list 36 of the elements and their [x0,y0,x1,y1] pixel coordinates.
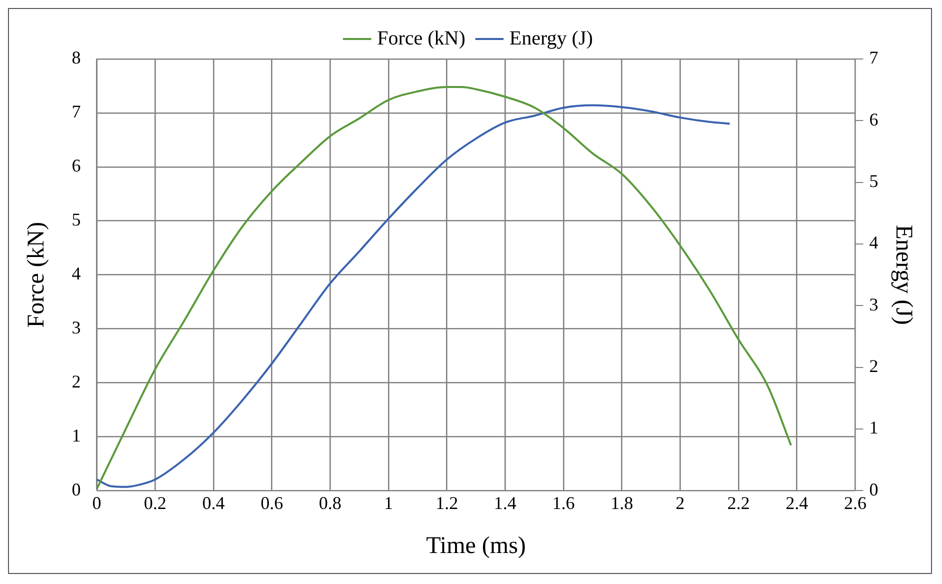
x-tick-label: 1.2 [436,493,458,514]
x-tick-label: 1.8 [610,493,634,514]
y-tick-label: 6 [72,156,81,176]
x-tick-label: 0 [92,493,102,514]
y-tick-label: 8 [72,48,81,68]
y-tick-label: 1 [72,425,81,446]
y2-tick-label: 1 [869,418,878,438]
y2-axis-title: Energy (J) [890,224,916,325]
y-axis-title: Force (kN) [24,222,50,328]
x-tick-label: 2.6 [844,493,866,514]
x-tick-label: 2 [676,493,685,514]
y2-tick-label: 0 [869,479,878,500]
y2-tick-label: 5 [869,171,878,192]
y2-tick-label: 2 [869,356,878,376]
x-tick-label: 1.6 [552,493,575,514]
y2-tick-label: 7 [869,48,878,68]
y-tick-label: 3 [72,317,81,338]
y2-tick-label: 6 [869,109,878,130]
x-tick-label: 2.4 [786,493,808,514]
y-tick-label: 0 [72,479,81,500]
x-tick-label: 0.8 [318,493,342,514]
legend-label: Energy (J) [509,27,593,50]
x-axis-title: Time (ms) [426,532,526,559]
y-tick-label: 7 [72,102,81,122]
x-tick-label: 0.2 [144,493,166,514]
legend-label: Force (kN) [377,27,466,50]
x-tick-label: 1.4 [494,493,516,514]
y-tick-label: 5 [72,210,81,230]
y-tick-label: 2 [72,371,81,392]
x-tick-label: 0.4 [202,493,225,514]
x-tick-label: 0.6 [260,493,284,514]
y-tick-label: 4 [72,264,81,284]
x-tick-label: 2.2 [727,493,750,514]
y2-tick-label: 4 [869,232,878,253]
x-tick-label: 1 [384,493,393,514]
y2-tick-label: 3 [869,294,878,314]
